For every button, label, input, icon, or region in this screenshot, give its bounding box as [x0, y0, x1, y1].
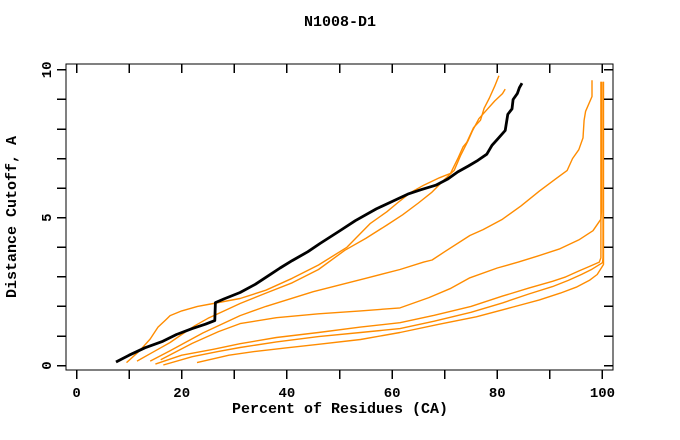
curve-orange-model-7 [196, 81, 605, 364]
y-axis-label: Distance Cutoff, A [4, 136, 21, 298]
y-tick-label: 5 [40, 213, 56, 221]
chart-title: N1008-D1 [304, 14, 376, 31]
x-axis-label: Percent of Residues (CA) [232, 401, 448, 418]
x-tick-label: 0 [72, 386, 80, 402]
y-tick-label: 0 [40, 361, 56, 369]
plot-layer: 0 20 40 60 80 100 0 5 10 [40, 61, 615, 402]
x-tick-label: 100 [590, 386, 615, 402]
curve-orange-model-4 [160, 81, 603, 361]
plot-frame [65, 63, 614, 371]
curve-orange-model-3 [149, 80, 593, 362]
y-tick-label: 10 [40, 61, 56, 78]
x-tick-label: 20 [173, 386, 190, 402]
x-tick-label: 40 [278, 386, 295, 402]
curve-black-target-model [115, 82, 524, 364]
curve-orange-model-6 [163, 81, 604, 366]
x-tick-label: 60 [384, 386, 401, 402]
x-tick-label: 80 [489, 386, 506, 402]
curve-orange-model-2 [136, 88, 506, 362]
curve-orange-model-5 [155, 81, 602, 365]
